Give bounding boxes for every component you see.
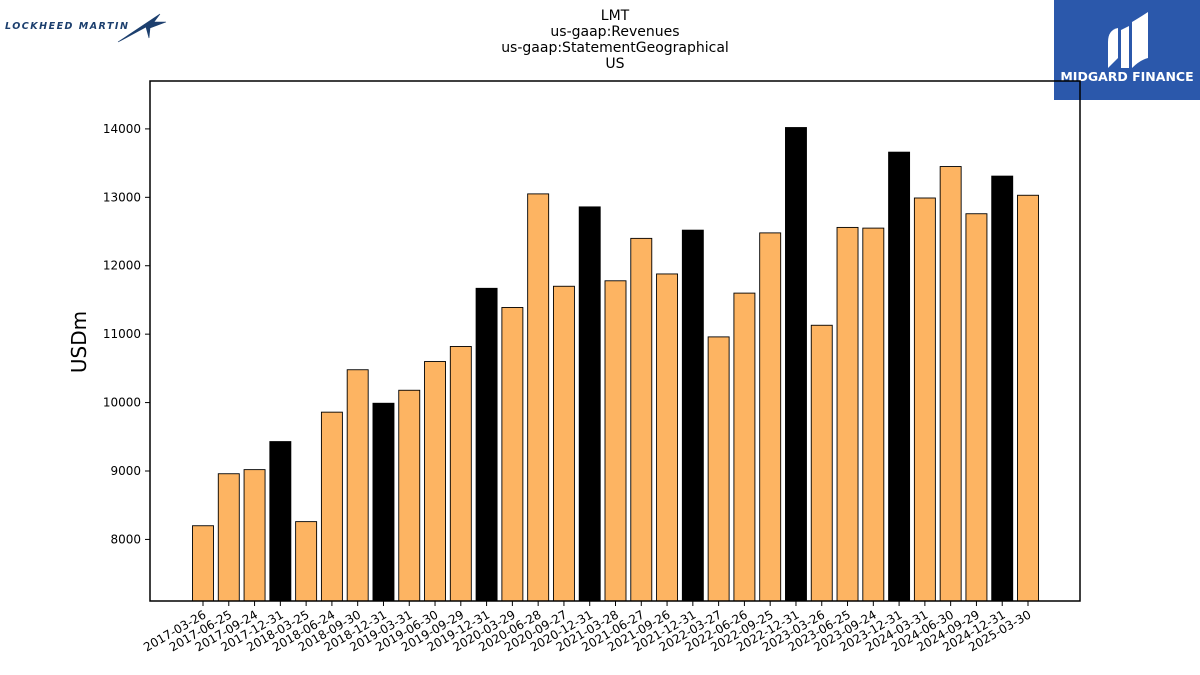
bar: [656, 273, 679, 602]
bar: [320, 411, 343, 602]
chart-title-line-4: US: [605, 56, 624, 72]
y-axis: 8000 9000 10000 11000 12000 13000 14000: [103, 122, 150, 546]
y-tick-label: 12000: [103, 259, 141, 273]
x-axis: 2017-03-262017-06-252017-09-242017-12-31…: [141, 601, 1034, 654]
bar: [578, 206, 601, 602]
y-tick-label: 9000: [110, 464, 141, 478]
star-swoosh-icon: [117, 13, 167, 43]
bar: [965, 213, 988, 602]
lockheed-martin-logo-text: LOCKHEED MARTIN: [5, 21, 129, 32]
bar: [449, 346, 472, 602]
bar: [527, 193, 550, 602]
midgard-finance-logo: MIDGARD FINANCE: [1054, 0, 1200, 100]
bar: [243, 469, 266, 602]
chart-title-line-3: us-gaap:StatementGeographical: [501, 40, 729, 56]
y-tick-label: 14000: [103, 122, 141, 136]
bar: [1017, 194, 1039, 602]
bar: [630, 237, 653, 602]
bar: [707, 336, 730, 602]
chart-title-line-1: LMT: [601, 8, 630, 24]
bar: [759, 232, 782, 602]
bar: [295, 521, 318, 602]
bar: [424, 361, 446, 602]
midgard-finance-logo-text: MIDGARD FINANCE: [1060, 69, 1193, 84]
bar: [604, 280, 627, 602]
bar: [991, 175, 1014, 602]
bar: [217, 473, 240, 602]
bar-series: [192, 127, 1039, 602]
plot-frame: [149, 80, 1081, 602]
bar: [836, 226, 859, 602]
bar: [552, 285, 575, 602]
bar: [501, 307, 524, 602]
bar: [192, 525, 214, 602]
chart-title-line-2: us-gaap:Revenues: [550, 24, 679, 40]
bar: [888, 151, 911, 602]
bar: [475, 287, 498, 602]
chart-title: LMT us-gaap:Revenues us-gaap:StatementGe…: [501, 8, 729, 72]
y-tick-label: 11000: [103, 327, 141, 341]
y-axis-label: USDm: [67, 311, 91, 373]
y-tick-label: 13000: [103, 190, 141, 204]
bar: [733, 292, 756, 602]
bar: [939, 166, 962, 602]
bar: [810, 324, 833, 602]
bar: [913, 197, 936, 602]
bar: [269, 441, 292, 602]
y-tick-label: 10000: [103, 396, 141, 410]
bar: [398, 389, 421, 602]
bar: [372, 402, 395, 602]
y-tick-label: 8000: [110, 532, 141, 546]
midgard-monogram-icon: [1108, 12, 1148, 68]
bar: [785, 127, 807, 602]
lockheed-martin-logo: LOCKHEED MARTIN: [5, 13, 167, 43]
bar: [681, 229, 704, 602]
bar: [862, 227, 885, 602]
bar: [346, 369, 369, 602]
